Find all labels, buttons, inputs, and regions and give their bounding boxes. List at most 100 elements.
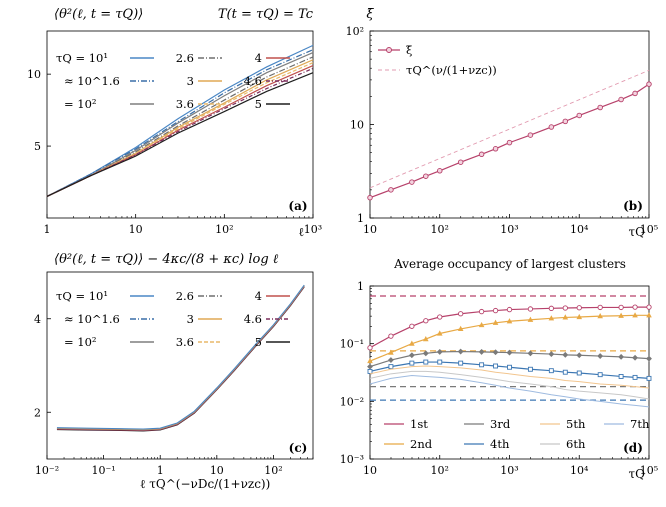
panel-a: 1 10 10² 10³ 5 10 τQ = 10¹ ≈ 10^1.6 = 10² 2.6 4 3 4.… <box>27 7 322 239</box>
occupancy-point <box>597 353 604 359</box>
occupancy-point <box>388 349 394 355</box>
legend-row-label: ≈ 10^1.6 <box>64 74 120 88</box>
occupancy-point <box>527 316 534 322</box>
occupancy-point <box>492 349 499 356</box>
occupancy-point <box>478 348 485 355</box>
y-tick-label: 5 <box>34 140 41 153</box>
occupancy-point <box>367 363 373 370</box>
legend-label: 2.6 <box>176 289 194 303</box>
xi-bar-point <box>618 96 624 103</box>
x-tick-label: 10⁵ <box>640 464 658 477</box>
panel-c-label: (c) <box>289 441 308 455</box>
series-line <box>46 62 314 197</box>
legend-row-label: ≈ 10^1.6 <box>64 312 120 326</box>
panel-d: 10 10² 10³ 10⁴ 10⁵ 10⁻³ 10⁻² 10⁻¹ 1 1st 2nd 3rd 4th 5… <box>340 257 658 481</box>
occupancy-point <box>527 306 534 312</box>
panel-a-label: (a) <box>288 199 307 213</box>
panel-b-xlabel: τQ <box>629 225 646 239</box>
x-tick-label: 10³ <box>500 464 518 477</box>
occupancy-point <box>479 362 485 368</box>
occupancy-point <box>478 308 485 315</box>
occupancy-point <box>422 350 429 357</box>
legend-row-label: = 10² <box>64 335 97 349</box>
panel-c-title: ⟨θ²(ℓ, t = τQ)⟩ − 4κc/(8 + κc) log ℓ <box>54 252 279 267</box>
panel-a-condition: T(t = τQ) = Tc <box>218 7 314 22</box>
panel-a-frame <box>46 30 314 219</box>
x-tick-label: 10 <box>363 223 377 236</box>
xi-bar-point <box>562 118 569 125</box>
occupancy-point <box>478 321 485 328</box>
occupancy-point <box>367 345 373 351</box>
occupancy-point <box>646 375 652 381</box>
y-tick-label: 2 <box>34 406 41 419</box>
occupancy-point <box>597 313 603 319</box>
occupancy-point <box>457 325 464 332</box>
legend-label: 4 <box>255 289 262 303</box>
occupancy-point <box>493 363 499 369</box>
xi-bar-point <box>478 151 485 158</box>
x-tick-label: 10³ <box>500 223 518 236</box>
collapse-line <box>56 286 305 432</box>
occupancy-line <box>369 370 650 400</box>
collapse-line <box>56 285 305 431</box>
x-tick-label: 10² <box>264 464 282 477</box>
occupancy-point <box>562 314 569 320</box>
collapse-line <box>56 285 305 431</box>
occupancy-point <box>632 304 638 310</box>
legend-label: 3rd <box>490 417 511 431</box>
occupancy-point <box>632 374 638 380</box>
occupancy-point <box>409 360 415 366</box>
occupancy-point <box>632 312 638 318</box>
legend-c: τQ = 10¹ ≈ 10^1.6 = 10² 2.6 4 3 4.6 3.6 5 <box>56 289 290 349</box>
legend-label: 6th <box>566 437 586 451</box>
occupancy-point <box>437 359 443 365</box>
occupancy-point <box>548 315 555 321</box>
xi-bar-point <box>632 90 638 97</box>
occupancy-point <box>576 313 583 320</box>
occupancy-point <box>506 306 513 313</box>
collapse-line <box>56 285 305 431</box>
xi-bar-point <box>527 132 534 138</box>
y-tick-label: 10⁻¹ <box>340 338 364 351</box>
series-line <box>46 72 314 197</box>
x-tick-label: 10² <box>431 223 449 236</box>
panel-c-xlabel: ℓ τQ^(−νDc/(1+νzc)) <box>140 477 271 491</box>
collapse-line <box>56 284 305 430</box>
x-tick-label: 1 <box>44 223 51 236</box>
occupancy-point <box>458 360 464 366</box>
legend-label: 5th <box>566 417 586 431</box>
occupancy-point <box>437 314 443 320</box>
legend-label: ξ̄ <box>406 43 412 57</box>
xi-bar-point <box>437 168 443 174</box>
y-tick-label: 1 <box>357 212 364 225</box>
xi-bar-point <box>367 194 373 201</box>
occupancy-point <box>618 353 625 360</box>
collapse-line <box>56 286 305 432</box>
legend-label: 4.6 <box>244 74 262 88</box>
legend-label: 1st <box>410 417 428 431</box>
occupancy-point <box>457 348 464 355</box>
legend-label: 3.6 <box>176 97 194 111</box>
occupancy-point <box>492 307 499 314</box>
legend-label: 2.6 <box>176 51 194 65</box>
legend-label: 4th <box>490 437 510 451</box>
legend-label: 5 <box>255 97 262 111</box>
occupancy-point <box>597 372 603 378</box>
x-tick-label: 10² <box>215 223 233 236</box>
occupancy-point <box>618 312 624 318</box>
panel-c: 10⁻² 10⁻¹ 1 10 10² 2 4 τQ = 10¹ ≈ 10^1.6 = 10² 2.6… <box>34 252 314 491</box>
series-line <box>46 49 314 197</box>
y-tick-label: 1 <box>357 280 364 293</box>
legend-row-label: τQ = 10¹ <box>56 289 108 303</box>
occupancy-point <box>646 312 652 318</box>
occupancy-point <box>388 364 394 370</box>
occupancy-point <box>562 351 569 358</box>
legend-d: 1st 2nd 3rd 4th 5th 6th 7th <box>384 417 650 451</box>
y-tick-label: 10⁻² <box>340 395 364 408</box>
panel-b: 10 10² 10³ 10⁴ 10⁵11010²ξ̄τQ^(ν/(1+νzc))ξ̄τQ… <box>346 7 659 239</box>
y-tick-label: 10 <box>350 119 364 132</box>
panel-b-title: ξ̄ <box>366 7 374 22</box>
xi-bar-point <box>548 124 555 130</box>
legend-label: 7th <box>630 417 650 431</box>
occupancy-point <box>548 351 555 357</box>
